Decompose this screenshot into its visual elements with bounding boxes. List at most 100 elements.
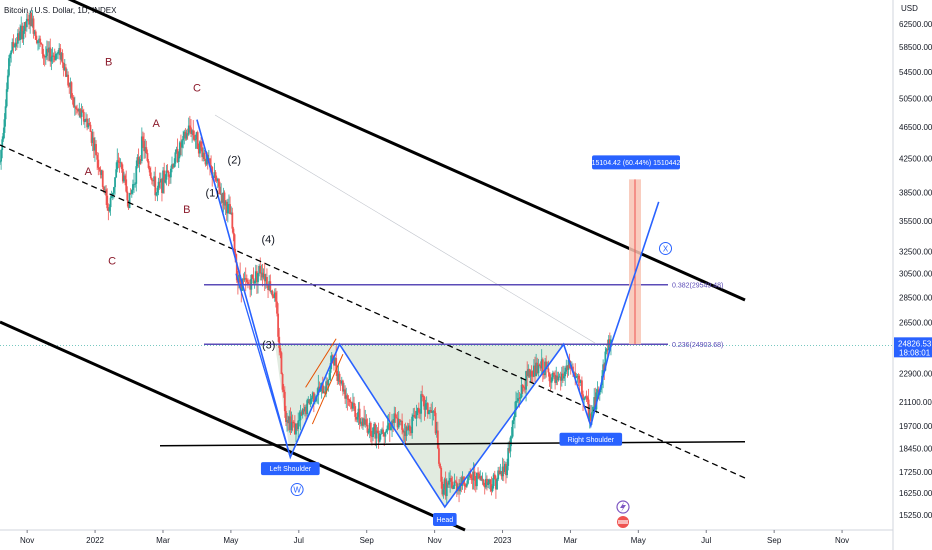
candle-body [310,397,313,399]
candle-body [224,201,227,206]
price-tick-label: 50500.00 [899,94,932,103]
candle-body [549,381,552,383]
candle-body [135,166,138,184]
candle-body [507,448,510,466]
price-tick-label: 30500.00 [899,270,932,279]
candle-body [161,179,163,193]
support-line [159,441,746,447]
candle-body [584,396,587,399]
candle-body [78,109,81,112]
candle-body [230,212,233,215]
candle-body [559,376,562,381]
candle-body [146,153,149,162]
candle-body [172,164,175,168]
candle-body [280,352,283,374]
candle-body [356,417,359,420]
wave-label: C [193,83,201,95]
projection-path [610,201,660,345]
price-axis[interactable]: USD 62500.00 58500.00 54500.00 50500.00 46500… [894,4,932,520]
candle-body [493,474,496,479]
candle-body [54,53,57,61]
candle-body [477,472,479,474]
candle-body [364,419,367,425]
candle-body [260,272,263,274]
candle-body [596,389,599,393]
candle-body [105,189,108,196]
candle-body [98,167,101,170]
candle-body [235,262,238,281]
candle-body [587,399,590,419]
candle-body [86,118,89,128]
wave-circle-label: W [293,486,301,495]
candle-body [139,159,142,161]
candle-body [546,368,549,370]
time-axis[interactable]: Nov 2022 Mar May Jul Sep Nov 2023 Mar May Jul Sep No… [20,500,849,545]
price-tick-label: 28500.00 [899,293,932,302]
candle-body [169,168,172,178]
candle-body [72,97,75,107]
candle-body [145,147,148,154]
candle-body [537,364,540,374]
candle-body [153,176,156,181]
candle-body [569,368,572,369]
candle-body [500,471,503,477]
candle-body [401,420,403,430]
candle-body [305,406,307,415]
candle-body [411,416,414,434]
candle-body [143,140,145,152]
candle-body [540,359,543,369]
candle-body [225,201,228,214]
candle-body [44,55,47,58]
countdown-timer: 18:08:01 [899,348,931,357]
candle-body [96,155,99,160]
candle-body [454,481,457,483]
candle-body [242,278,245,280]
candle-body [1,139,4,151]
candle-body [336,370,339,381]
candle-body [168,176,171,178]
candle-body [538,364,541,366]
candle-body [262,274,265,278]
candle-body [545,361,548,369]
candle-body [91,137,94,143]
candle-body [558,376,561,378]
candle-body [59,48,62,60]
candle-body [158,181,161,183]
candle-body [187,125,190,135]
candle-body [119,162,122,164]
pattern-fill [275,344,564,507]
fib-level-label: 0.236(24903.68) [672,342,723,349]
candle-body [481,479,484,481]
grid [0,0,894,550]
candle-body [29,12,32,25]
candle-body [120,162,123,169]
drawings: 0.382(29549.48) 0.236(24903.68) [0,0,893,532]
candle-body [406,426,409,431]
candle-body [290,421,293,431]
candle-body [116,160,119,170]
candle-body [517,398,520,401]
candle-body [472,471,475,481]
candle-body [547,368,550,373]
candle-body [346,395,349,399]
candle-body [140,136,143,161]
candle-body [184,131,187,139]
candle-body [530,371,533,377]
candle-body [300,412,303,416]
candle-body [593,397,596,407]
candle-body [409,425,411,432]
candle-body [416,407,419,412]
candle-body [38,38,40,41]
left-shoulder-label: Left Shoulder [269,466,311,473]
candle-body [448,480,450,485]
candle-body [200,141,202,148]
candle-body [331,355,334,360]
candle-body [40,42,43,45]
chart-title: Bitcoin / U.S. Dollar, 1D, INDEX [4,6,117,15]
candle-body [343,389,345,392]
candle-body [299,412,302,421]
candle-body [94,144,96,151]
candle-body [347,398,350,400]
candle-body [32,18,35,34]
